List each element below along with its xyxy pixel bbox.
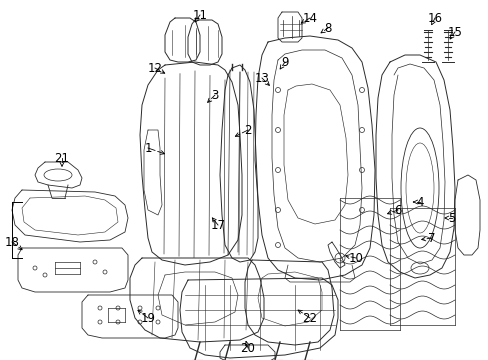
Text: 6: 6: [393, 203, 401, 216]
Text: 8: 8: [324, 22, 331, 35]
Text: 12: 12: [147, 62, 162, 75]
Text: 9: 9: [281, 55, 288, 68]
Text: 19: 19: [140, 311, 155, 324]
Text: 16: 16: [427, 12, 442, 24]
Text: 11: 11: [192, 9, 207, 22]
Text: 1: 1: [144, 141, 151, 154]
Text: 5: 5: [447, 212, 455, 225]
Text: 14: 14: [302, 12, 317, 24]
Text: 7: 7: [427, 231, 435, 244]
Text: 13: 13: [254, 72, 269, 85]
Text: 17: 17: [210, 219, 225, 231]
Text: 4: 4: [415, 195, 423, 208]
Text: 18: 18: [4, 235, 20, 248]
Text: 10: 10: [348, 252, 363, 265]
Text: 2: 2: [244, 123, 251, 136]
Text: 3: 3: [211, 89, 218, 102]
Text: 22: 22: [302, 311, 317, 324]
Text: 15: 15: [447, 26, 462, 39]
Text: 20: 20: [240, 342, 255, 355]
Text: 21: 21: [54, 152, 69, 165]
